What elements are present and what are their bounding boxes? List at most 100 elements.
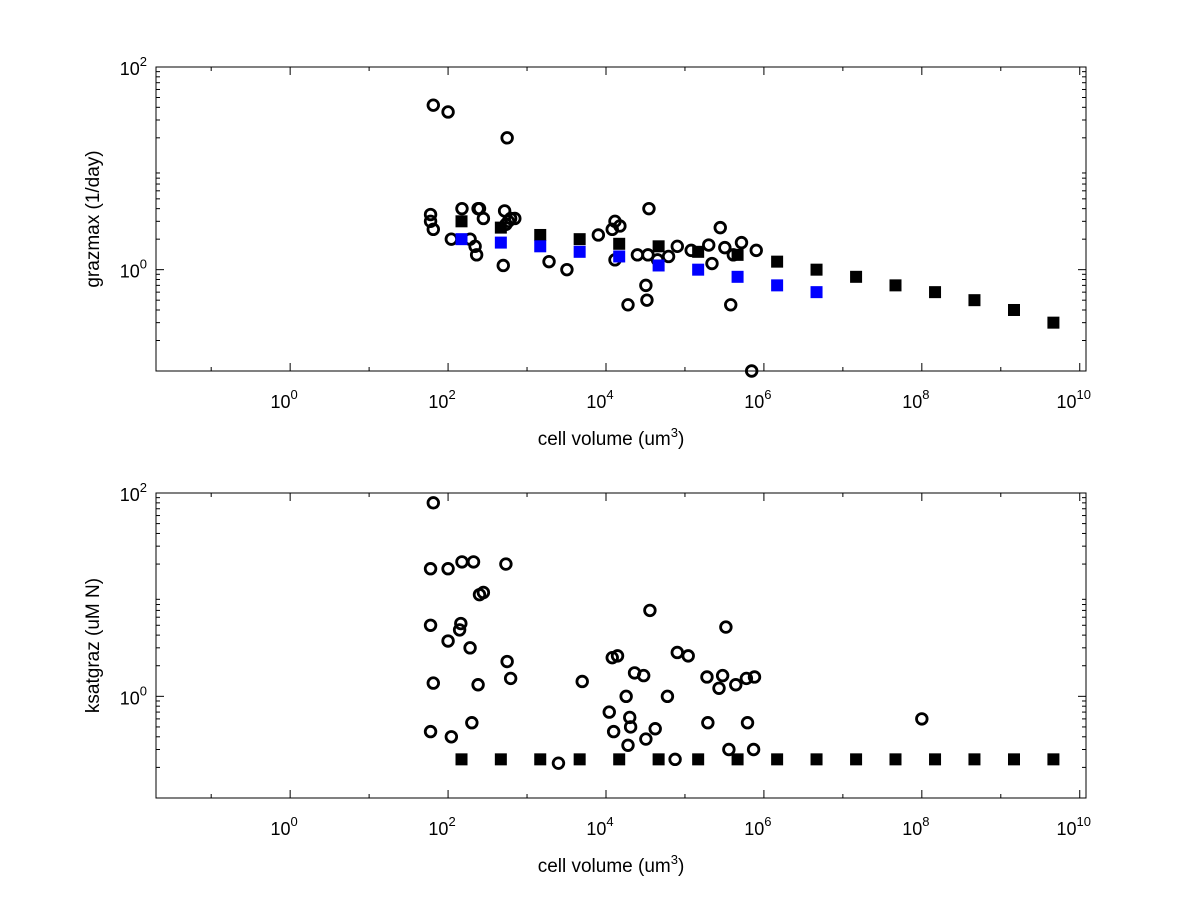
data-point-square <box>613 753 626 766</box>
data-point-circle <box>426 222 440 237</box>
data-point-square <box>573 753 586 766</box>
data-point-square <box>1007 753 1020 766</box>
data-point-circle <box>630 248 645 262</box>
data-point-circle <box>454 616 468 631</box>
data-point-square <box>850 753 863 766</box>
tick-marks <box>156 492 1086 798</box>
data-point-circle <box>643 603 657 618</box>
y-tick-label: 102 <box>120 54 147 79</box>
data-point-circle <box>426 676 440 690</box>
data-point-square <box>534 228 547 241</box>
data-point-square <box>771 255 784 268</box>
data-point-circle <box>441 105 455 119</box>
data-point-square <box>731 248 744 261</box>
data-point-circle <box>613 219 627 233</box>
data-point-circle <box>463 641 477 655</box>
data-point-circle <box>471 678 485 692</box>
data-point-square <box>573 233 586 246</box>
data-point-circle <box>469 248 484 262</box>
y-tick-label: 100 <box>120 257 147 282</box>
data-point-circle <box>455 201 469 216</box>
data-point-circle <box>426 98 440 112</box>
axes-frame <box>155 66 1087 372</box>
data-point-square <box>1007 303 1020 316</box>
data-point-square <box>652 240 665 253</box>
data-point-square <box>652 259 665 272</box>
data-point-circle <box>636 668 651 683</box>
x-axis-label-superscript: 3 <box>671 425 678 440</box>
data-point-circle <box>500 654 514 669</box>
data-point-square <box>929 753 942 766</box>
data-point-circle <box>668 752 682 767</box>
data-point-circle <box>639 278 653 293</box>
data-point-circle <box>508 211 522 226</box>
data-point-circle <box>681 649 695 663</box>
data-point-square <box>455 233 468 246</box>
data-point-circle <box>466 555 481 569</box>
data-point-circle <box>610 649 625 663</box>
chart-bottom: 100 102 104 106 108 1010 100 102 cell volume (u… <box>83 480 1091 877</box>
data-point-square <box>494 221 507 234</box>
data-point-square <box>455 753 468 766</box>
data-point-circle <box>722 742 736 757</box>
x-tick-label: 104 <box>586 814 613 839</box>
data-point-circle <box>915 712 929 726</box>
axes-frame <box>155 492 1087 799</box>
data-point-square <box>534 240 547 253</box>
data-point-circle <box>719 620 733 634</box>
data-point-circle <box>747 670 762 684</box>
data-point-circle <box>444 232 459 246</box>
data-point-square <box>534 753 547 766</box>
y-axis-label: grazmax (1/day) <box>83 150 104 287</box>
data-point-circle <box>452 623 467 637</box>
data-point-square <box>771 279 784 292</box>
data-point-circle <box>551 756 566 770</box>
data-point-circle <box>619 689 633 704</box>
y-tick-label: 102 <box>120 480 147 505</box>
data-point-circle <box>712 681 726 695</box>
x-tick-label: 106 <box>744 387 771 412</box>
data-point-circle <box>606 724 621 739</box>
data-point-square <box>494 753 507 766</box>
tick-labels: 100 102 104 106 108 1010 100 102 <box>120 54 1091 412</box>
x-axis-label-superscript: 3 <box>671 852 678 867</box>
data-point-circle <box>423 207 438 222</box>
y-axis-label: ksatgraz (uM N) <box>83 578 104 713</box>
x-tick-label: 108 <box>902 387 929 412</box>
y-tick-label: 100 <box>120 683 147 708</box>
data-point-square <box>1047 753 1060 766</box>
data-point-circle <box>740 716 755 730</box>
data-point-circle <box>700 670 714 684</box>
data-point-circle <box>591 228 606 242</box>
x-tick-label: 108 <box>902 814 929 839</box>
data-point-circle <box>621 298 635 312</box>
data-point-square <box>850 270 863 283</box>
data-point-circle <box>661 249 676 264</box>
data-point-circle <box>670 239 684 254</box>
data-point-circle <box>575 674 589 689</box>
data-point-square <box>494 236 507 249</box>
data-point-square <box>692 753 705 766</box>
data-point-circle <box>701 716 715 730</box>
data-point-square <box>889 753 902 766</box>
data-point-circle <box>444 730 459 744</box>
data-point-circle <box>715 668 730 683</box>
data-point-square <box>692 263 705 276</box>
x-tick-label: 102 <box>428 814 455 839</box>
data-point-circle <box>705 256 719 271</box>
data-point-circle <box>503 211 518 226</box>
data-point-circle <box>496 258 510 273</box>
data-point-circle <box>455 555 469 569</box>
data-point-square <box>929 286 942 299</box>
data-point-circle <box>702 238 716 252</box>
data-point-circle <box>503 671 518 686</box>
data-point-circle <box>642 201 656 216</box>
x-tick-label: 100 <box>271 814 298 839</box>
data-point-square <box>810 263 823 276</box>
data-point-square <box>810 286 823 299</box>
x-tick-label: 100 <box>271 387 298 412</box>
x-axis-label-suffix: ) <box>678 856 684 877</box>
data-point-circle <box>713 220 727 235</box>
data-point-square <box>613 250 626 263</box>
